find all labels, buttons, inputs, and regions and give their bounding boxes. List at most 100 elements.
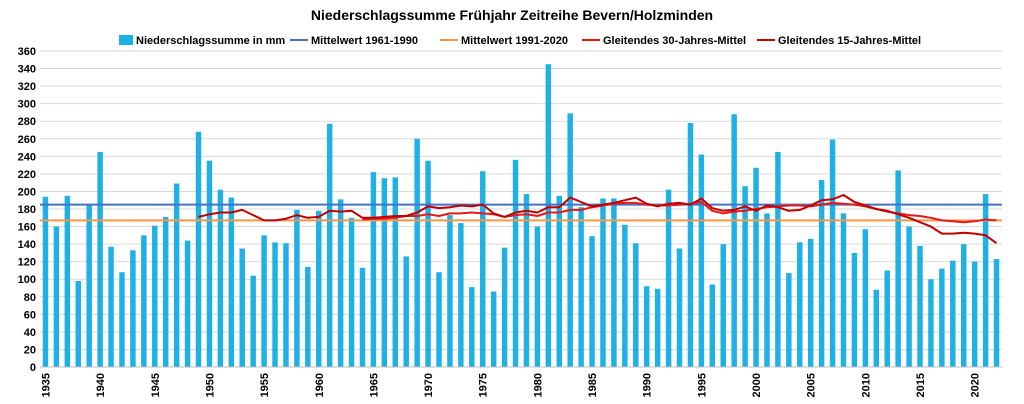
- bar: [337, 199, 344, 367]
- x-tick-label: 1995: [696, 373, 708, 397]
- y-tick-label: 120: [18, 257, 36, 269]
- bar: [250, 275, 256, 367]
- x-tick-label: 1955: [259, 373, 271, 397]
- bar: [523, 194, 530, 367]
- bar: [261, 235, 267, 367]
- x-tick-label: 2005: [806, 373, 818, 397]
- bar: [414, 138, 420, 367]
- bar: [75, 280, 81, 367]
- bar: [895, 170, 901, 367]
- y-tick-label: 240: [18, 151, 36, 163]
- bar-series: [42, 64, 1000, 368]
- moving-average-lines: [198, 194, 998, 245]
- bar: [141, 235, 147, 367]
- y-tick-label: 260: [18, 134, 36, 146]
- bar: [851, 252, 858, 367]
- bar: [753, 167, 759, 367]
- bar: [97, 151, 103, 367]
- bar: [884, 270, 890, 367]
- bar: [42, 196, 49, 367]
- legend: Niederschlagssumme in mm Mittelwert 1961-…: [119, 35, 921, 47]
- bar: [971, 261, 978, 367]
- bar: [447, 215, 453, 367]
- y-tick-label: 220: [18, 169, 36, 181]
- bar: [458, 223, 464, 367]
- x-axis: 1935 1940 1945 1950 1955 1960 1965 1970 1975 1980…: [40, 366, 1002, 397]
- x-tick-label: 1965: [368, 373, 380, 397]
- bar: [567, 113, 573, 367]
- bar: [162, 216, 169, 367]
- bar: [195, 131, 202, 367]
- y-tick-label: 280: [18, 116, 36, 128]
- bar: [928, 279, 934, 367]
- bar: [961, 244, 967, 367]
- legend-label: Mittelwert 1991-2020: [461, 35, 568, 47]
- x-tick-label: 1940: [95, 373, 107, 397]
- x-tick-label: 2000: [751, 373, 763, 397]
- bar: [950, 260, 956, 367]
- bar: [698, 154, 705, 367]
- bar: [720, 244, 726, 367]
- bar: [436, 272, 442, 367]
- bar: [742, 186, 748, 367]
- bar: [764, 213, 770, 367]
- bar: [633, 243, 639, 367]
- x-tick-label: 1990: [642, 373, 654, 397]
- legend-label: Mittelwert 1961-1990: [311, 35, 418, 47]
- bar: [665, 189, 672, 367]
- x-tick-label: 1950: [204, 373, 216, 397]
- bar: [643, 286, 650, 367]
- bar: [239, 248, 245, 367]
- bar: [480, 171, 486, 367]
- legend-swatch: [119, 35, 133, 45]
- bar: [589, 236, 595, 367]
- bar: [578, 207, 584, 367]
- bar: [775, 151, 781, 367]
- x-tick-label: 1935: [40, 373, 52, 397]
- y-tick-label: 340: [18, 64, 36, 76]
- y-tick-label: 140: [18, 239, 36, 251]
- bar: [173, 183, 180, 367]
- y-tick-label: 360: [18, 46, 36, 58]
- bar: [676, 248, 683, 367]
- bar: [469, 287, 475, 367]
- bar: [326, 123, 333, 367]
- bar: [939, 268, 945, 367]
- x-tick-label: 1985: [587, 373, 599, 397]
- y-tick-label: 180: [18, 204, 36, 216]
- bar: [228, 197, 235, 367]
- bar: [797, 242, 803, 367]
- bar: [108, 246, 114, 367]
- bar: [359, 267, 366, 367]
- y-tick-label: 100: [18, 274, 36, 286]
- bar: [316, 210, 322, 367]
- bar: [917, 245, 923, 367]
- bar: [611, 198, 617, 367]
- bar: [370, 172, 377, 367]
- bar: [217, 189, 224, 367]
- bar: [392, 177, 399, 367]
- y-tick-label: 80: [24, 292, 36, 304]
- bar: [622, 224, 628, 367]
- bar: [283, 243, 289, 367]
- x-tick-label: 2020: [970, 373, 982, 397]
- bar: [501, 247, 508, 367]
- bar: [862, 229, 869, 367]
- bar: [818, 180, 825, 367]
- bar: [840, 213, 847, 367]
- bar: [119, 272, 125, 367]
- bar: [906, 226, 912, 367]
- x-tick-label: 1975: [478, 373, 490, 397]
- bar: [731, 114, 737, 367]
- x-tick-label: 1970: [423, 373, 435, 397]
- x-tick-label: 2015: [915, 373, 927, 397]
- bar: [545, 64, 552, 368]
- bar: [982, 194, 989, 367]
- bar: [556, 195, 562, 367]
- x-tick-label: 1960: [314, 373, 326, 397]
- y-tick-label: 20: [24, 344, 36, 356]
- y-tick-label: 160: [18, 222, 36, 234]
- bar: [512, 159, 519, 367]
- y-tick-label: 40: [24, 327, 36, 339]
